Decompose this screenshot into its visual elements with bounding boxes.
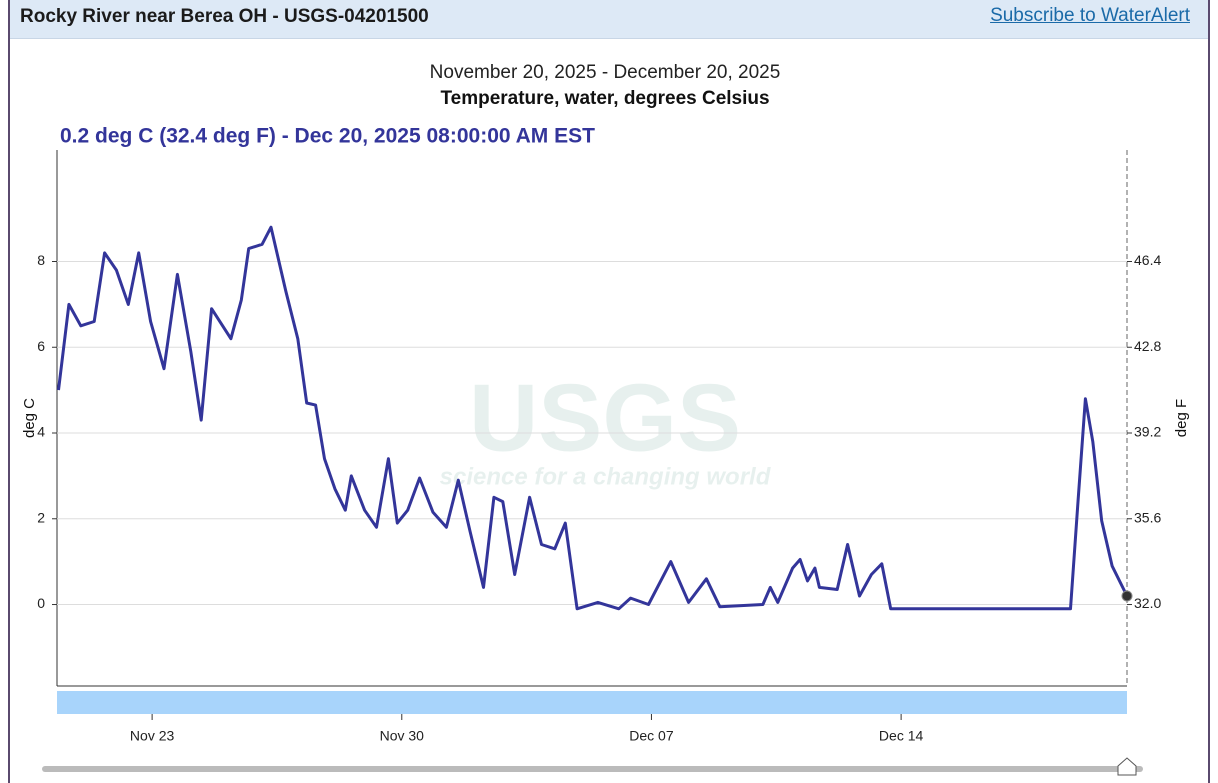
header: Rocky River near Berea OH - USGS-0420150… xyxy=(10,0,1208,39)
chart-title: Temperature, water, degrees Celsius xyxy=(440,88,769,109)
x-tick-label: Dec 14 xyxy=(879,728,924,744)
slider-handle[interactable] xyxy=(1117,757,1137,776)
y-tick-label: 0 xyxy=(37,595,45,611)
y-tick-label: 6 xyxy=(37,338,45,354)
watermark-tagline: science for a changing world xyxy=(440,463,772,490)
x-tick-label: Nov 23 xyxy=(130,728,175,744)
current-point xyxy=(1121,590,1133,602)
x-tick-label: Nov 30 xyxy=(380,728,425,744)
watermark-logo: USGS xyxy=(469,364,741,471)
frame: Rocky River near Berea OH - USGS-0420150… xyxy=(8,0,1210,783)
data-line xyxy=(57,225,1129,611)
tooltip: 0.2 deg C (32.4 deg F) - Dec 20, 2025 08… xyxy=(60,125,595,148)
y2-axis-label: deg F xyxy=(1173,399,1190,437)
y-tick-label: 8 xyxy=(37,252,45,268)
y2-tick-label: 35.6 xyxy=(1134,509,1161,525)
y-tick-label: 4 xyxy=(37,424,45,440)
y-axis-label: deg C xyxy=(21,398,38,438)
site-title: Rocky River near Berea OH - USGS-0420150… xyxy=(20,6,429,27)
y2-tick-label: 46.4 xyxy=(1134,252,1161,268)
y2-tick-label: 42.8 xyxy=(1134,338,1161,354)
x-tick-label: Dec 07 xyxy=(629,728,674,744)
y2-tick-label: 39.2 xyxy=(1134,424,1161,440)
y-tick-label: 2 xyxy=(37,509,45,525)
subscribe-link[interactable]: Subscribe to WaterAlert xyxy=(990,5,1190,26)
chart-subtitle: November 20, 2025 - December 20, 2025 xyxy=(430,62,781,83)
y2-tick-label: 32.0 xyxy=(1134,595,1161,611)
brush-bar[interactable] xyxy=(57,691,1127,714)
